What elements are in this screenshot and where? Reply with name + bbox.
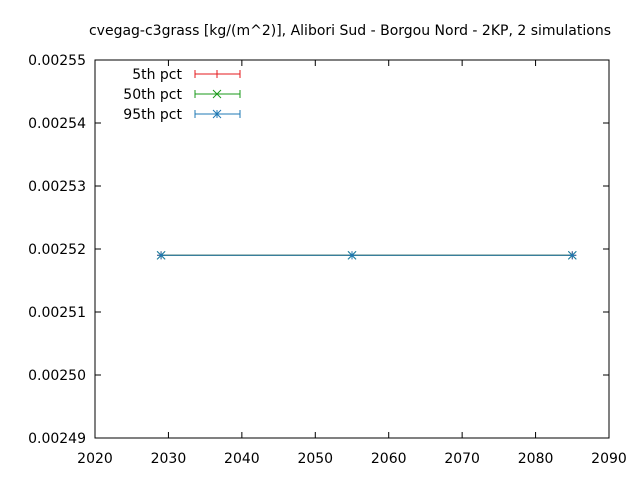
x-tick-label: 2090 xyxy=(591,451,627,467)
legend-item: 95th pct xyxy=(123,107,241,123)
chart-title: cvegag-c3grass [kg/(m^2)], Alibori Sud -… xyxy=(89,23,611,39)
legend-label: 50th pct xyxy=(123,87,182,103)
x-tick-label: 2040 xyxy=(224,451,260,467)
legend-label: 95th pct xyxy=(123,107,182,123)
data-point xyxy=(567,250,577,260)
legend-marker-stroke xyxy=(212,89,222,99)
y-tick-label: 0.00249 xyxy=(28,431,86,447)
data-point xyxy=(156,250,166,260)
data-point-stroke xyxy=(567,250,577,260)
legend-item: 5th pct xyxy=(132,67,241,83)
x-tick-label: 2050 xyxy=(297,451,333,467)
data-point-stroke xyxy=(347,250,357,260)
y-tick-label: 0.00255 xyxy=(28,53,86,69)
y-axis: 0.00249 0.00250 0.00251 0.00252 0.00253 0.002… xyxy=(28,53,609,447)
series-3 xyxy=(156,250,577,260)
legend-marker xyxy=(212,89,222,99)
legend: 5th pct 50th pct 95th pct xyxy=(123,67,241,123)
plot-area xyxy=(94,59,610,439)
data-point-stroke xyxy=(156,250,166,260)
legend-marker xyxy=(213,70,221,78)
x-tick-label: 2070 xyxy=(444,451,480,467)
y-tick-label: 0.00253 xyxy=(28,179,86,195)
x-axis: 2020 2030 2040 2050 2060 2070 2080 2090 xyxy=(77,60,627,467)
y-tick-label: 0.00250 xyxy=(28,368,86,384)
data-point xyxy=(347,250,357,260)
x-tick-label: 2020 xyxy=(77,451,113,467)
y-tick-label: 0.00251 xyxy=(28,305,86,321)
legend-marker-stroke xyxy=(212,109,222,119)
y-tick-label: 0.00254 xyxy=(28,116,86,132)
series-layer xyxy=(156,250,577,260)
legend-marker xyxy=(212,109,222,119)
x-tick-label: 2080 xyxy=(518,451,554,467)
y-tick-label: 0.00252 xyxy=(28,242,86,258)
x-tick-label: 2030 xyxy=(151,451,187,467)
x-tick-label: 2060 xyxy=(371,451,407,467)
legend-label: 5th pct xyxy=(132,67,182,83)
legend-item: 50th pct xyxy=(123,87,241,103)
